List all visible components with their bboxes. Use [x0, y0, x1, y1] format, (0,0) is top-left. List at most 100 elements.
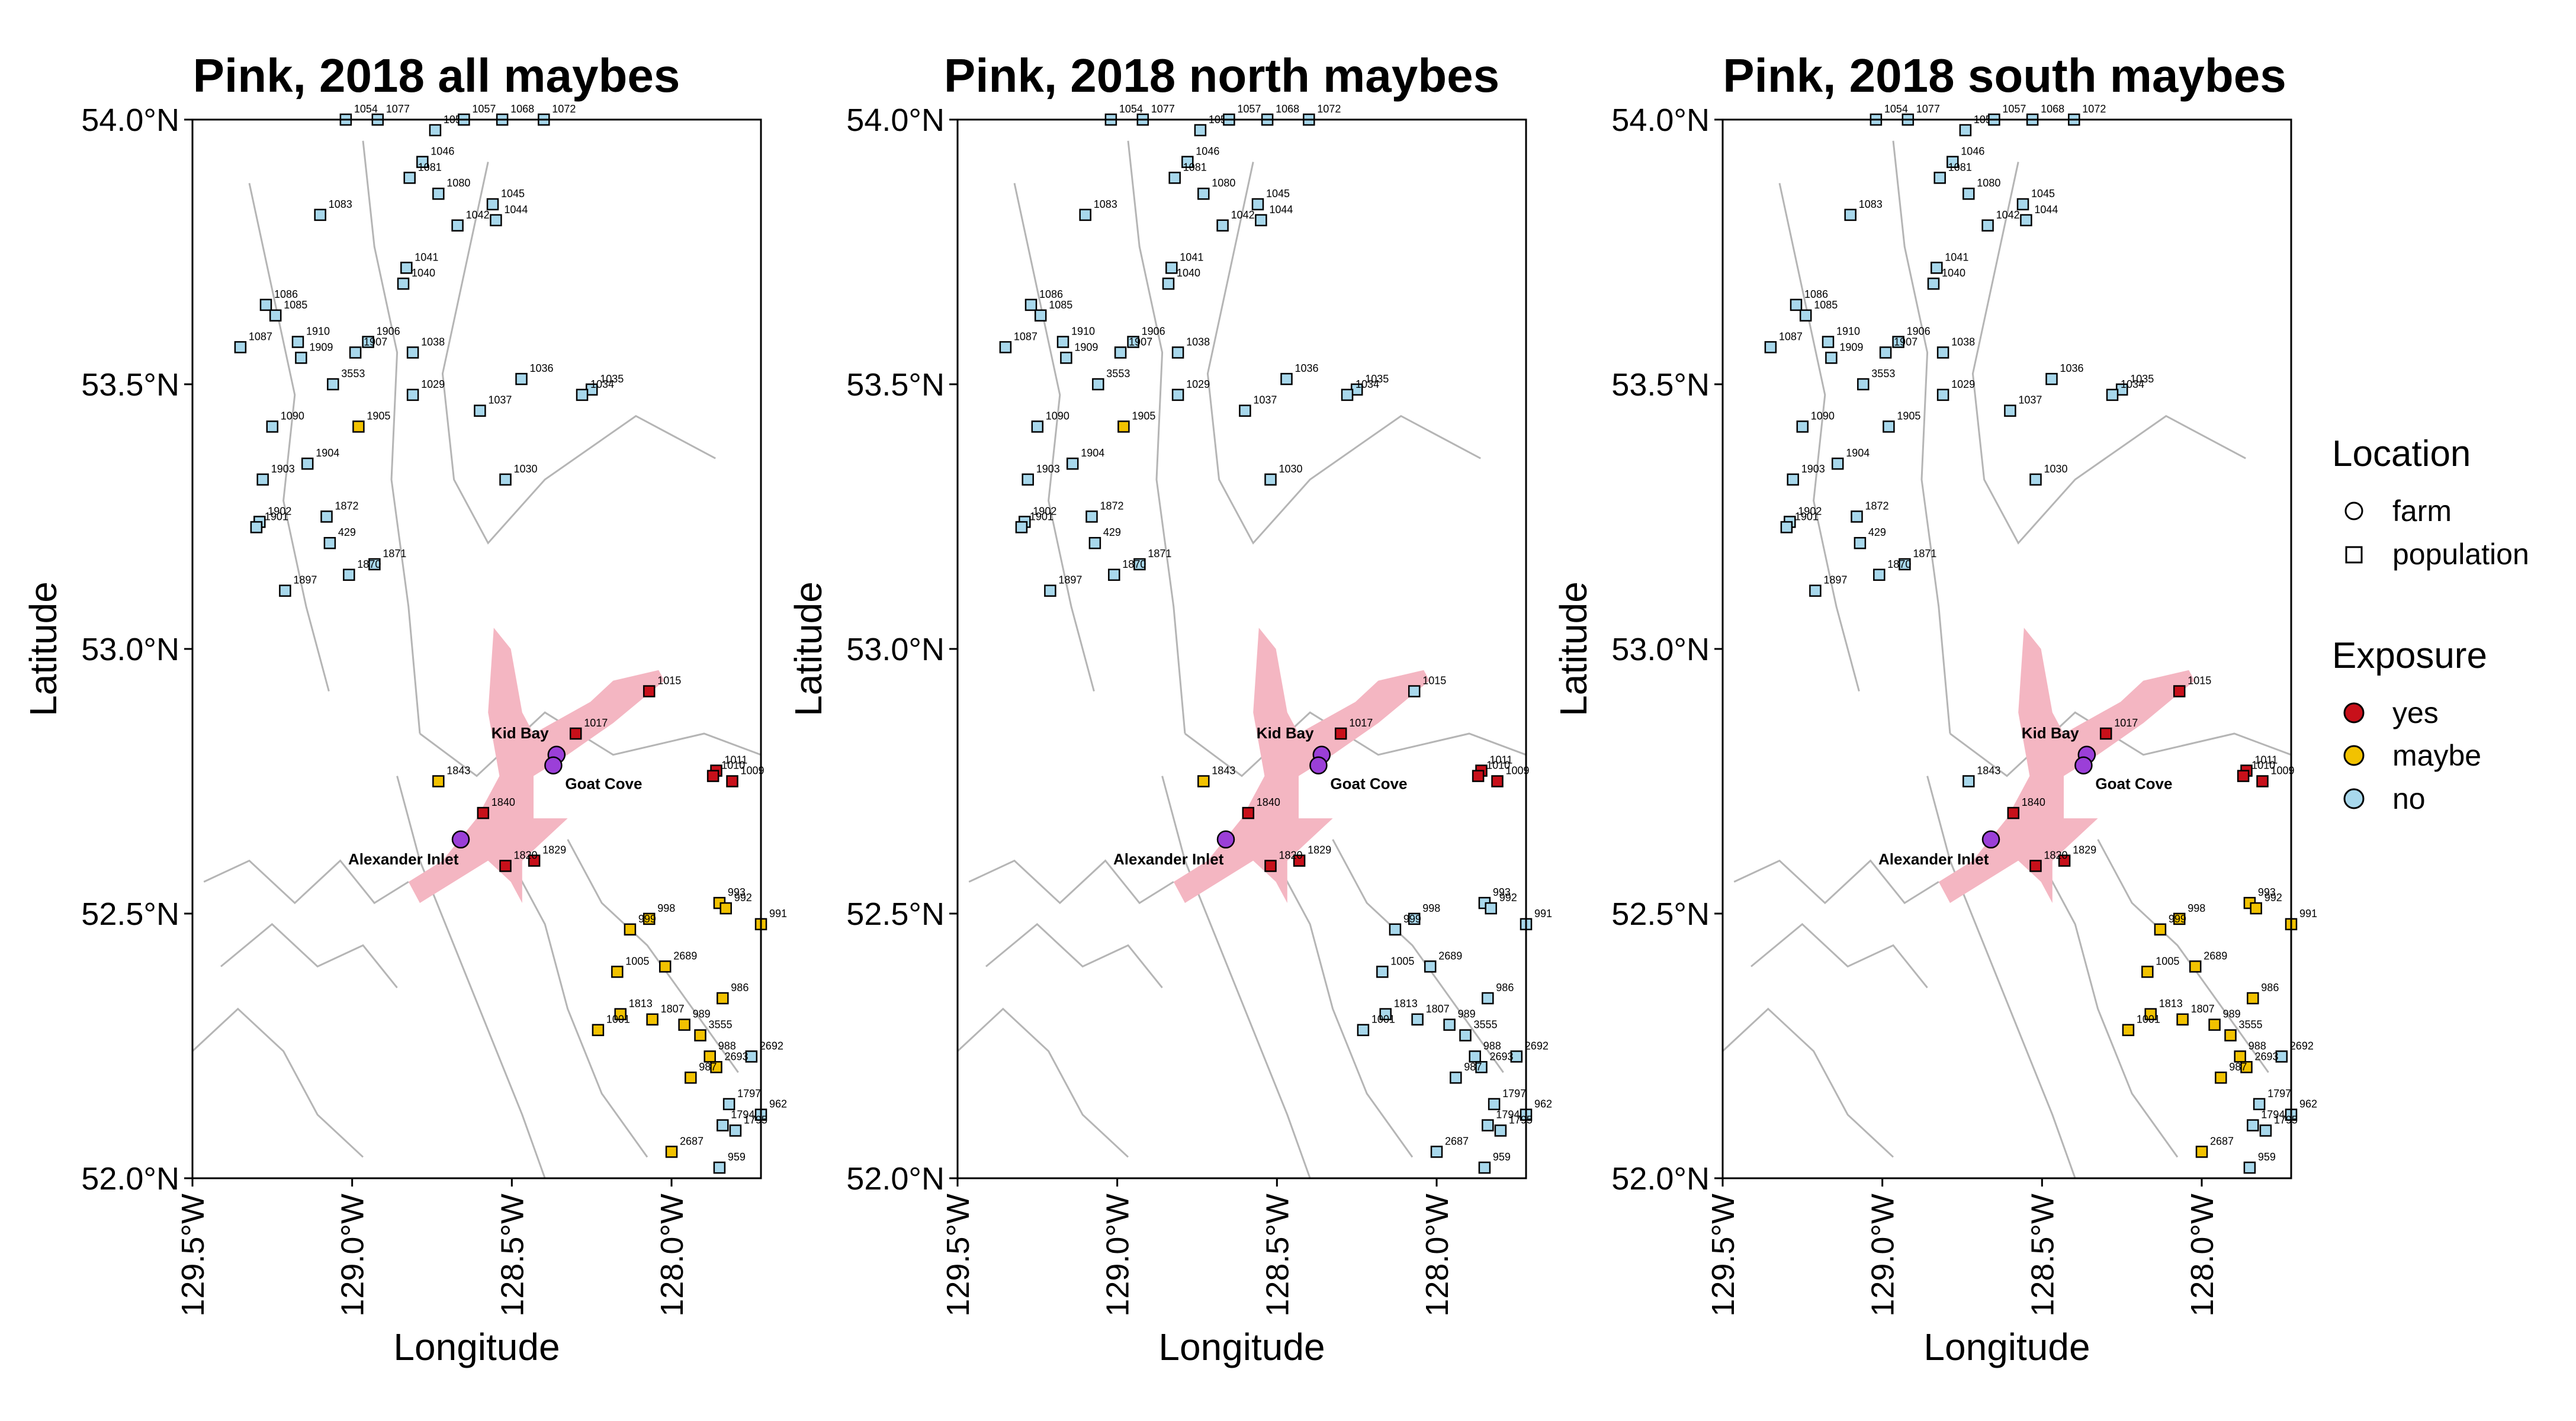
site-label: 1015	[2188, 675, 2211, 687]
coastline	[2097, 839, 2269, 1073]
farm-sites: Kid Bay Goat Cove Alexander Inlet	[1113, 724, 1407, 868]
site-label: 1015	[1422, 675, 1446, 687]
population-marker	[362, 336, 374, 348]
site-label: 1046	[1961, 146, 1984, 157]
site-label: 1090	[281, 410, 304, 422]
population-marker	[291, 336, 304, 348]
site-label: 1038	[1951, 336, 1975, 348]
population-marker	[515, 372, 528, 385]
population-marker	[1255, 214, 1267, 227]
site-label: 3553	[341, 368, 365, 380]
coastline	[220, 922, 398, 989]
coastline-layer	[191, 140, 762, 1179]
site-label: 1017	[2114, 717, 2138, 729]
site-label: 992	[1499, 892, 1517, 904]
site-label: 1905	[1897, 410, 1920, 422]
population-marker	[592, 1024, 605, 1036]
site-label: 1034	[2121, 378, 2144, 390]
population-marker	[611, 966, 624, 978]
x-tick-label: 128.5°W	[494, 1194, 530, 1317]
population-marker	[2173, 685, 2186, 697]
site-label: 1037	[1253, 394, 1277, 406]
population-marker	[1962, 775, 1975, 787]
coastline	[1275, 860, 1414, 1158]
site-label: 1910	[1836, 326, 1860, 337]
population-marker	[569, 727, 582, 740]
y-tick-label: 52.0°N	[81, 1161, 179, 1197]
y-axis: 54.0°N 53.5°N 53.0°N 52.5°N 52.0°N	[81, 102, 192, 1197]
site-label: 1045	[1266, 188, 1290, 200]
population-marker	[665, 1146, 678, 1158]
exposure-zone-area	[1938, 628, 2195, 904]
population-marker	[2122, 1024, 2135, 1036]
population-marker	[406, 346, 419, 359]
site-label: 1044	[1269, 204, 1293, 216]
site-label: 1087	[249, 330, 272, 342]
population-marker	[2275, 1050, 2288, 1063]
population-marker	[368, 558, 381, 571]
site-label: 1017	[1349, 717, 1373, 729]
site-label: 1029	[1186, 378, 1210, 390]
population-marker	[2189, 960, 2202, 973]
population-marker	[1239, 404, 1251, 417]
population-marker	[266, 420, 279, 433]
site-label: 1840	[1257, 796, 1280, 808]
population-marker	[710, 1061, 722, 1073]
farm-label: Kid Bay	[492, 724, 549, 742]
y-tick-label: 53.0°N	[846, 632, 945, 667]
plot-frame	[956, 118, 1527, 1179]
population-marker	[1799, 309, 1812, 322]
legend-title-location: Location	[2332, 433, 2471, 474]
population-marker	[400, 262, 413, 274]
population-marker	[1450, 1071, 1462, 1084]
site-label: 3555	[1474, 1019, 1498, 1031]
site-label: 1037	[2018, 394, 2042, 406]
coastline	[1733, 859, 1939, 905]
site-label: 986	[1496, 982, 1514, 994]
site-label: 993	[728, 886, 746, 898]
coastline	[2040, 860, 2179, 1158]
site-label: 1077	[1916, 103, 1940, 115]
site-label: 1872	[335, 500, 359, 512]
population-marker	[1031, 420, 1044, 433]
population-marker	[451, 219, 464, 232]
population-marker	[1488, 1098, 1501, 1111]
site-label: 1905	[367, 410, 390, 422]
site-label: 1072	[552, 103, 576, 115]
map-panel-south-maybes: Pink, 2018 south maybes 1054 107710501057…	[1552, 49, 2317, 1368]
population-marker	[1293, 854, 1306, 867]
plot-frame	[191, 118, 762, 1179]
site-label: 1794	[2261, 1109, 2285, 1121]
site-label: 1906	[1142, 326, 1165, 337]
population-marker	[659, 960, 672, 973]
farm-sites: Kid Bay Goat Cove Alexander Inlet	[1878, 724, 2172, 868]
site-label: 988	[1483, 1040, 1501, 1052]
site-label: 962	[769, 1098, 787, 1110]
site-label: 2689	[673, 950, 697, 962]
population-marker	[1165, 262, 1178, 274]
site-label: 2693	[1490, 1050, 1514, 1062]
farm-label: Goat Cove	[2095, 775, 2172, 793]
site-label: 1910	[306, 326, 330, 337]
site-label: 988	[718, 1040, 736, 1052]
population-marker	[2007, 806, 2020, 819]
population-marker	[2259, 1124, 2272, 1137]
population-marker	[1796, 420, 1809, 433]
farm-label: Goat Cove	[1330, 775, 1407, 793]
exposure-zone	[408, 628, 664, 904]
site-label: 1902	[1798, 505, 1822, 517]
population-marker	[1117, 420, 1130, 433]
site-label: 962	[2299, 1098, 2317, 1110]
population-marker	[2237, 770, 2250, 782]
x-axis-title: Longitude	[1923, 1326, 2090, 1368]
coastline	[1926, 776, 2076, 1179]
exposure-zone-area	[1173, 628, 1430, 904]
site-label: 1903	[271, 463, 295, 475]
population-marker	[2247, 992, 2259, 1005]
farm-label: Alexander Inlet	[1878, 850, 1989, 868]
site-label: 1010	[1486, 760, 1510, 771]
coastline	[203, 859, 409, 905]
coastline	[1750, 922, 1928, 989]
site-label: 3555	[2239, 1019, 2263, 1031]
